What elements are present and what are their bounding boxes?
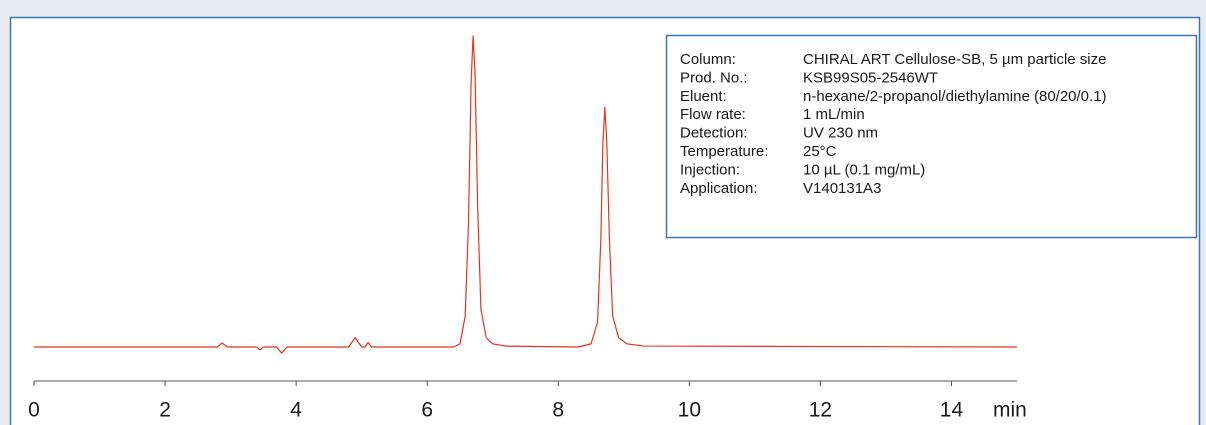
x-tick-label: 12	[809, 399, 832, 422]
info-value: 1 mL/min	[803, 106, 865, 123]
info-label: Temperature:	[680, 143, 768, 160]
info-value: CHIRAL ART Cellulose-SB, 5 µm particle s…	[803, 51, 1106, 68]
x-tick-label: 14	[940, 399, 964, 422]
x-tick-label: 0	[28, 399, 40, 422]
info-label: Column:	[680, 51, 736, 68]
x-tick-label: 8	[552, 399, 564, 422]
x-tick-label: 2	[159, 399, 171, 422]
info-label: Eluent:	[680, 88, 727, 105]
info-value: 10 µL (0.1 mg/mL)	[803, 161, 925, 178]
info-value: KSB99S05-2546WT	[803, 69, 938, 86]
info-label: Detection:	[680, 125, 748, 142]
x-axis-label: min	[993, 399, 1027, 422]
info-value: n-hexane/2-propanol/diethylamine (80/20/…	[803, 88, 1107, 105]
info-label: Flow rate:	[680, 106, 746, 123]
info-value: UV 230 nm	[803, 125, 878, 142]
info-label: Prod. No.:	[680, 69, 748, 86]
info-value: 25°C	[803, 143, 837, 160]
info-box	[665, 34, 1198, 239]
info-label: Injection:	[680, 161, 740, 178]
x-tick-label: 10	[678, 399, 701, 422]
info-label: Application:	[680, 180, 758, 197]
info-value: V140131A3	[803, 180, 881, 197]
trace	[34, 35, 1018, 354]
x-tick-label: 6	[421, 399, 433, 422]
x-tick-label: 4	[290, 399, 302, 422]
